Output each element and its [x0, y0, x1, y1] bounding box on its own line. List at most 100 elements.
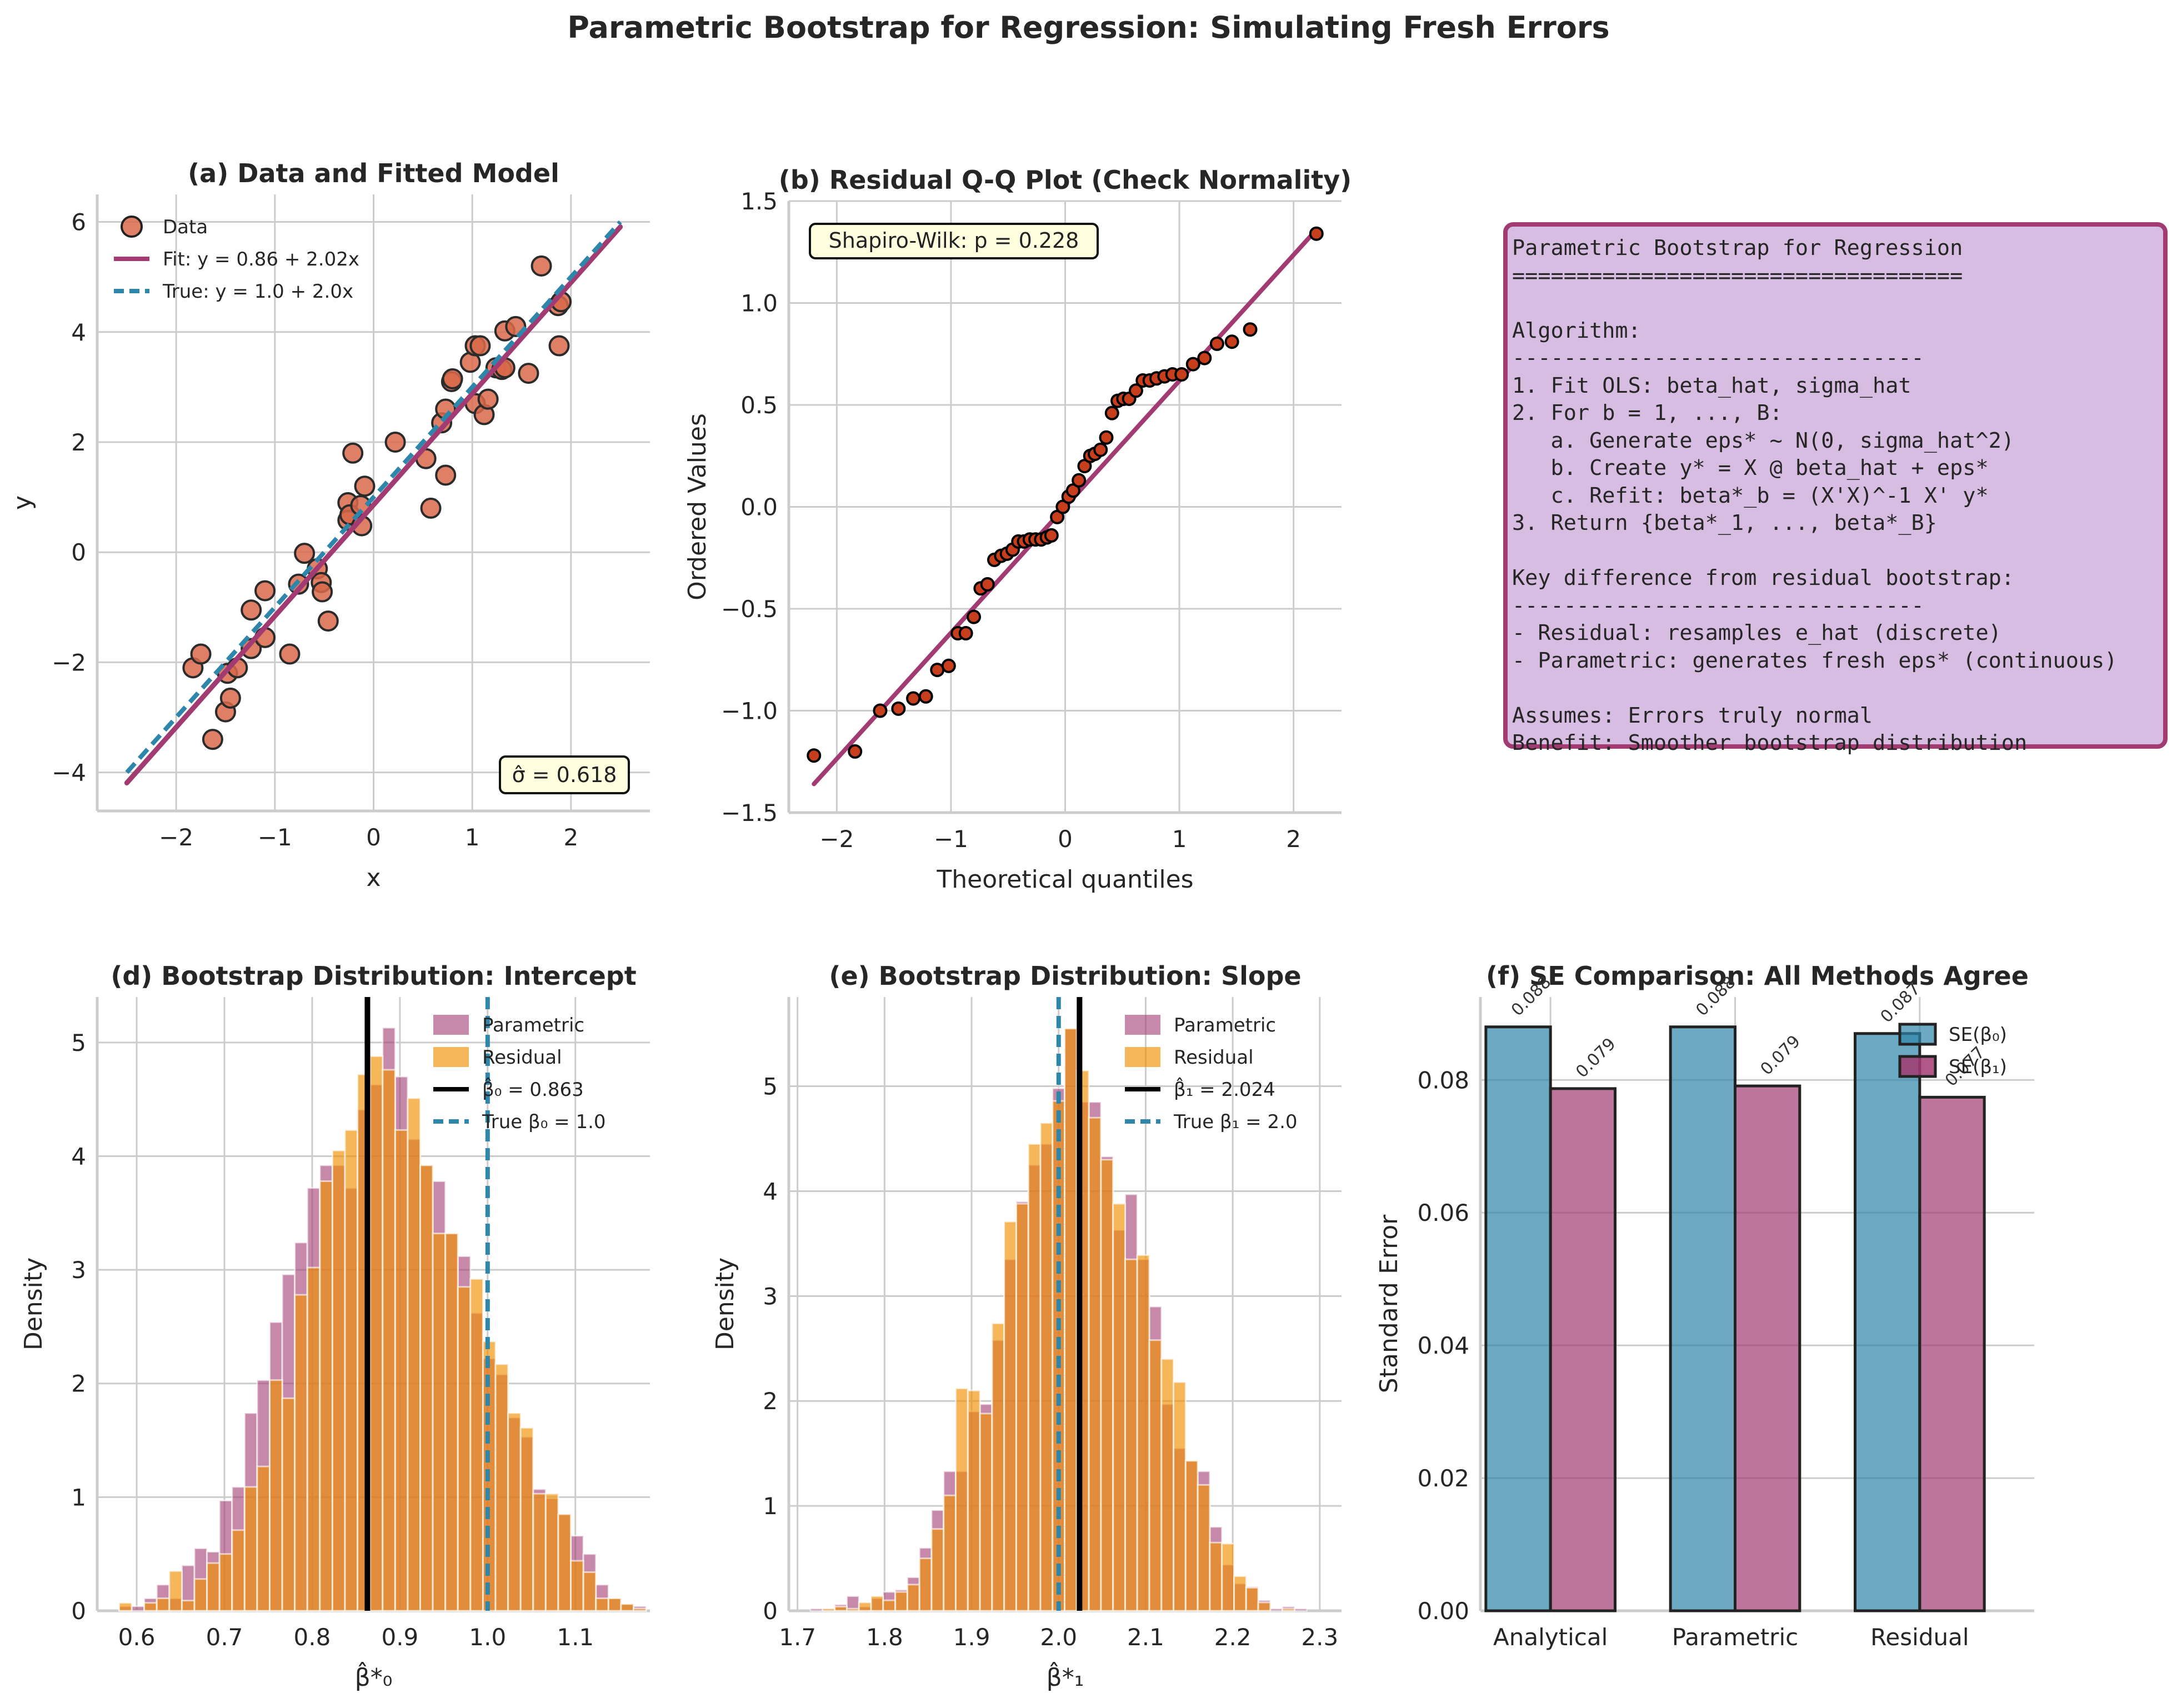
y-tick-label: −4: [52, 759, 86, 787]
y-tick-label: 3: [763, 1283, 778, 1310]
data-point: [531, 255, 552, 277]
textbox-line: - Residual: resamples e_hat (discrete): [1512, 620, 2001, 645]
data-point: [518, 363, 539, 384]
residual-hist-bar: [822, 1607, 836, 1612]
residual-hist-bar: [394, 1129, 409, 1612]
legend-label: β̂₁ = 2.024: [1174, 1078, 1275, 1101]
x-tick-label: 2.2: [1214, 1624, 1252, 1651]
residual-hist-bar: [557, 1513, 572, 1612]
y-tick-label: 0.5: [740, 392, 778, 419]
residual-hist-bar: [1282, 1607, 1295, 1612]
data-point: [342, 442, 364, 464]
residual-hist-bar: [632, 1607, 647, 1612]
residual-hist-bar: [834, 1605, 848, 1612]
residual-hist-bar: [870, 1595, 884, 1612]
x-tick-label: −1: [258, 824, 292, 851]
residual-hist-bar: [906, 1584, 920, 1612]
y-axis-label: Ordered Values: [683, 413, 712, 600]
data-point: [219, 687, 241, 709]
y-tick-label: 0.00: [1417, 1597, 1469, 1625]
x-tick-label: 2.3: [1301, 1624, 1338, 1651]
qq-point: [1243, 322, 1258, 337]
x-tick-label: 0: [1058, 825, 1073, 853]
panel-a: (a) Data and Fitted Model −2 −1 0 1 2 −4 −2 0 2 4 6…: [8, 158, 650, 892]
x-tick-label: 1: [465, 824, 480, 851]
residual-hist-bar: [369, 1055, 384, 1612]
qq-point: [1104, 405, 1119, 420]
residual-hist-bar: [918, 1557, 933, 1612]
residual-hist-bar: [1257, 1601, 1272, 1612]
legend-label: Residual: [482, 1046, 562, 1069]
residual-hist-bar: [1173, 1381, 1187, 1612]
legend-marker-icon: [121, 216, 143, 238]
sigma-annotation: σ̂ = 0.618: [512, 763, 617, 787]
legend-patch-icon: [1898, 1055, 1937, 1078]
x-tick-label: −2: [819, 825, 854, 853]
bar-value-label: 0.079: [1757, 1031, 1804, 1079]
residual-hist-bar: [269, 1379, 283, 1612]
y-tick-label: 5: [71, 1029, 86, 1056]
qq-point: [1044, 528, 1059, 543]
legend-label: Data: [163, 216, 208, 238]
legend-label: True β₁ = 2.0: [1173, 1111, 1298, 1133]
qq-point: [1209, 336, 1224, 351]
legend-label: Residual: [1174, 1046, 1254, 1069]
residual-hist-bar: [218, 1553, 233, 1612]
shapiro-annotation-box: [809, 223, 1099, 259]
residual-hist-bar: [1003, 1220, 1017, 1612]
legend-label: SE(β₀): [1949, 1024, 2007, 1046]
textbox-line: b. Create y* = X @ beta_hat + eps*: [1512, 455, 1989, 480]
legend-label: SE(β₁): [1949, 1056, 2007, 1078]
y-tick-label: 2: [763, 1388, 778, 1415]
textbox-line: [1512, 674, 2163, 702]
residual-hist-bar: [1184, 1460, 1199, 1612]
legend-label: True: y = 1.0 + 2.0x: [162, 281, 353, 303]
residual-hist-bar: [858, 1601, 872, 1612]
residual-hist-bar: [382, 1069, 396, 1612]
x-tick-label: 1.9: [953, 1624, 990, 1651]
data-point: [435, 464, 457, 486]
legend-label: Parametric: [482, 1014, 584, 1036]
x-tick-label: 0.8: [294, 1624, 331, 1651]
textbox-line: --------------------------------: [1512, 345, 1924, 370]
residual-hist-bar: [256, 1465, 271, 1612]
qq-point: [918, 689, 933, 704]
y-axis-label: y: [8, 495, 37, 510]
x-tick-label: 0: [366, 824, 381, 851]
residual-hist-bar: [1221, 1542, 1235, 1612]
residual-hist-bar: [1112, 1203, 1126, 1612]
qq-point: [1174, 367, 1189, 382]
y-tick-label: 1: [71, 1484, 86, 1511]
data-point: [279, 643, 301, 665]
legend-patch-icon: [1125, 1015, 1160, 1035]
residual-hist-bar: [955, 1388, 969, 1612]
y-tick-label: 0.0: [740, 494, 778, 521]
qq-point: [1128, 383, 1143, 398]
x-tick-label: 1: [1172, 825, 1187, 853]
parametric-hist-bar: [809, 1607, 824, 1612]
residual-hist-bar: [344, 1129, 359, 1612]
textbox-line: c. Refit: beta*_b = (X'X)^-1 X' y*: [1512, 483, 1989, 508]
qq-point: [891, 701, 906, 716]
residual-hist-bar: [407, 1097, 422, 1612]
x-axis-label: x: [366, 864, 381, 892]
residual-hist-bar: [507, 1412, 522, 1612]
x-tick-label: 2.0: [1040, 1624, 1077, 1651]
residual-hist-bar: [118, 1602, 133, 1612]
qq-point: [873, 703, 888, 718]
x-tick-label: 2: [563, 824, 578, 851]
bar-value-label: 0.079: [1572, 1034, 1619, 1081]
y-tick-label: 2: [71, 429, 86, 456]
true-line: [125, 220, 622, 774]
residual-hist-bar: [469, 1278, 484, 1612]
category-label: Parametric: [1672, 1624, 1798, 1651]
residual-hist-bar: [281, 1397, 296, 1612]
textbox-line: 3. Return {beta*_1, ..., beta*_B}: [1512, 510, 1937, 535]
residual-hist-bar: [882, 1599, 897, 1612]
residual-hist-bar: [1160, 1358, 1175, 1612]
y-tick-label: 4: [71, 1143, 86, 1170]
x-tick-label: 1.0: [469, 1624, 506, 1651]
textbox-line: ===================================: [1512, 263, 1963, 288]
panel-f: (f) SE Comparison: All Methods Agree 0.00…: [1375, 961, 2034, 1651]
y-tick-label: 0.02: [1417, 1465, 1469, 1492]
